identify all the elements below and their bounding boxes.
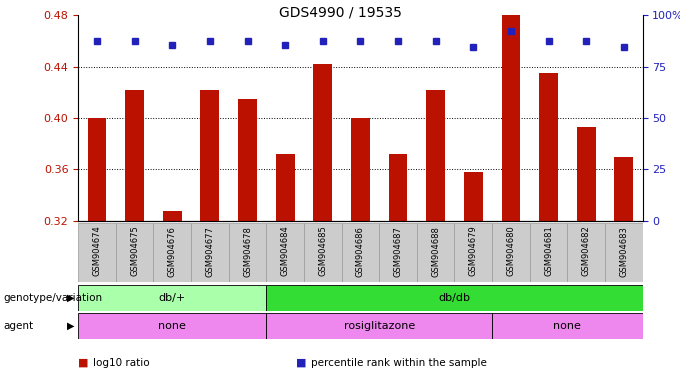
Bar [267,285,643,311]
Bar [276,154,294,221]
Bar [238,99,257,221]
Bar [78,285,267,311]
Bar [267,313,492,339]
Text: ▶: ▶ [67,293,75,303]
Bar [201,90,219,221]
Bar [454,223,492,282]
Bar [389,154,407,221]
Bar [228,223,267,282]
Bar [304,223,341,282]
Text: log10 ratio: log10 ratio [93,358,150,368]
Text: rosiglitazone: rosiglitazone [343,321,415,331]
Bar [567,223,605,282]
Bar [492,313,643,339]
Text: GSM904681: GSM904681 [544,226,553,276]
Text: GDS4990 / 19535: GDS4990 / 19535 [279,6,401,20]
Bar [426,90,445,221]
Text: ■: ■ [296,358,306,368]
Bar [88,118,106,221]
Bar [78,223,116,282]
Text: GSM904683: GSM904683 [619,226,628,276]
Bar [417,223,454,282]
Bar [125,90,144,221]
Bar [351,118,370,221]
Text: GSM904677: GSM904677 [205,226,214,276]
Text: GSM904675: GSM904675 [130,226,139,276]
Text: db/db: db/db [439,293,471,303]
Text: ■: ■ [78,358,88,368]
Text: GSM904680: GSM904680 [507,226,515,276]
Bar [313,64,332,221]
Text: GSM904686: GSM904686 [356,226,365,276]
Bar [191,223,228,282]
Text: GSM904682: GSM904682 [581,226,591,276]
Text: genotype/variation: genotype/variation [3,293,103,303]
Bar [464,172,483,221]
Text: GSM904676: GSM904676 [168,226,177,276]
Text: db/+: db/+ [158,293,186,303]
Text: agent: agent [3,321,33,331]
Text: GSM904688: GSM904688 [431,226,440,276]
Bar [341,223,379,282]
Bar [605,223,643,282]
Bar [163,210,182,221]
Bar [379,223,417,282]
Bar [267,223,304,282]
Text: none: none [554,321,581,331]
Bar [154,223,191,282]
Bar [78,313,267,339]
Text: GSM904678: GSM904678 [243,226,252,276]
Bar [492,223,530,282]
Text: GSM904674: GSM904674 [92,226,101,276]
Bar [116,223,154,282]
Bar [577,127,596,221]
Text: GSM904684: GSM904684 [281,226,290,276]
Text: GSM904679: GSM904679 [469,226,478,276]
Text: GSM904685: GSM904685 [318,226,327,276]
Bar [615,157,633,221]
Text: ▶: ▶ [67,321,75,331]
Text: GSM904687: GSM904687 [394,226,403,276]
Text: none: none [158,321,186,331]
Bar [539,73,558,221]
Bar [502,15,520,221]
Text: percentile rank within the sample: percentile rank within the sample [311,358,487,368]
Bar [530,223,567,282]
